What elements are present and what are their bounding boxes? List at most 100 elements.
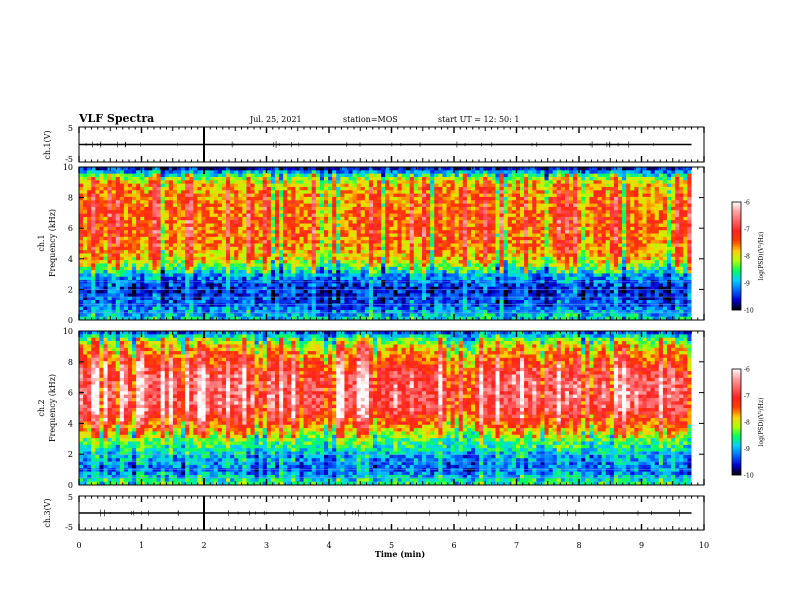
ch1-spec-cell: [401, 196, 407, 201]
ch1-spec-cell: [181, 310, 186, 314]
ch1-spec-cell: [389, 253, 394, 258]
ch1-spec-cell: [344, 293, 349, 298]
ch1-spec-cell: [307, 216, 313, 221]
ch1-spec-cell: [119, 196, 125, 201]
ch1-spec-cell: [487, 286, 492, 291]
ch1-spec-cell: [87, 196, 92, 201]
ch1-spec-cell: [258, 300, 264, 304]
ch1-spec-cell: [148, 186, 153, 191]
ch1-spec-cell: [462, 300, 468, 304]
ch1-spec-cell: [234, 180, 239, 185]
ch1-spec-cell: [279, 273, 284, 278]
ch1-spec-cell: [413, 230, 419, 234]
ch1-spec-cell: [123, 243, 129, 248]
ch1-spec-cell: [434, 276, 439, 281]
ch1-spec-cell: [234, 243, 239, 248]
ch1-spec-cell: [422, 167, 427, 171]
ch1-spec-cell: [128, 290, 133, 294]
ch1-spec-cell: [168, 313, 174, 318]
ch1-spec-cell: [466, 173, 472, 178]
ch1-spec-cell: [103, 180, 108, 185]
ch1-spec-cell: [356, 210, 362, 214]
ch1-spec-cell: [140, 167, 145, 171]
ch1-spec-cell: [344, 256, 349, 261]
ch1-spec-cell: [405, 226, 411, 231]
ch1-spec-cell: [430, 293, 435, 298]
ch1-spec-cell: [283, 270, 288, 274]
ch1-spec-cell: [140, 220, 145, 224]
ch1-spec-cell: [483, 186, 488, 191]
ch1-spec-cell: [324, 167, 329, 171]
ch1-spec-cell: [123, 216, 129, 221]
ch1-spec-cell: [344, 193, 349, 198]
ch1-spec-cell: [417, 236, 423, 241]
ch1-spec-cell: [328, 216, 333, 221]
ch1-spec-cell: [348, 256, 353, 261]
ch1-spec-cell: [250, 263, 255, 268]
ch1-spec-cell: [262, 270, 268, 274]
ch1-spec-cell: [128, 286, 133, 291]
ch1-spec-cell: [177, 243, 182, 248]
ch1-spec-cell: [446, 167, 451, 171]
ch1-spec-cell: [217, 266, 223, 271]
ch1-spec-cell: [250, 173, 255, 178]
ch1-spec-cell: [303, 246, 309, 251]
ch1-spec-cell: [336, 186, 341, 191]
ch1-spec-cell: [185, 180, 190, 185]
ch1-spec-cell: [132, 256, 137, 261]
ch1-spec-cell: [201, 296, 206, 301]
ch1-spec-cell: [401, 236, 407, 241]
ch1-spec-cell: [328, 306, 333, 311]
ch1-spec-cell: [340, 196, 345, 201]
ch1-spec-cell: [417, 210, 423, 214]
ch1-spec-cell: [226, 167, 231, 171]
ch1-spec-cell: [152, 170, 157, 175]
ch1-spec-cell: [348, 167, 353, 171]
ch1-spec-cell: [132, 290, 137, 294]
ch1-spec-cell: [397, 180, 402, 185]
ch1-spec-cell: [238, 190, 243, 195]
ch1-spec-cell: [185, 276, 190, 281]
ch1-spec-cell: [164, 223, 170, 228]
ch1-spec-cell: [426, 256, 431, 261]
ch1-spec-cell: [140, 190, 145, 195]
ch1-spec-cell: [132, 170, 137, 175]
ch1-spec-cell: [368, 183, 374, 188]
ch1-spec-cell: [307, 266, 313, 271]
ch1-spec-cell: [275, 196, 280, 201]
ch1-spec-cell: [254, 170, 260, 175]
ch1-spec-cell: [79, 196, 84, 201]
ch1-spec-cell: [168, 270, 174, 274]
ch1-spec-cell: [446, 256, 451, 261]
ch1-spec-cell: [454, 263, 460, 268]
ch1-spec-cell: [115, 273, 121, 278]
ch1-spec-cell: [234, 230, 239, 234]
ch1-spec-cell: [115, 236, 121, 241]
ch1-spec-cell: [95, 253, 100, 258]
ch1-spec-cell: [115, 256, 121, 261]
ch1-spec-cell: [275, 253, 280, 258]
ch1-spec-cell: [209, 253, 215, 258]
ch1-spec-cell: [140, 313, 145, 318]
ch1-spec-cell: [156, 213, 162, 218]
ch1-spec-cell: [119, 167, 125, 171]
ch1-spec-cell: [283, 260, 288, 264]
ch1-spec-cell: [324, 190, 329, 195]
ch1-spec-cell: [405, 193, 411, 198]
ch1-spec-cell: [405, 303, 411, 308]
ch1-spec-cell: [83, 223, 88, 228]
ch1-spec-cell: [348, 233, 353, 238]
ch1-spec-cell: [495, 310, 500, 314]
ch1-spec-cell: [262, 193, 268, 198]
ch1-spec-cell: [160, 203, 166, 208]
ch1-spec-cell: [226, 303, 231, 308]
ch1-spec-cell: [132, 200, 137, 204]
ch1-spec-cell: [311, 220, 317, 224]
ch1-spec-cell: [291, 196, 296, 201]
ch1-spec-cell: [258, 310, 264, 314]
ch1-spec-cell: [246, 310, 251, 314]
ch1-spec-cell: [401, 250, 407, 254]
ch1-spec-cell: [507, 246, 513, 251]
ch1-spec-cell: [315, 167, 321, 171]
ch1-spec-cell: [189, 223, 194, 228]
